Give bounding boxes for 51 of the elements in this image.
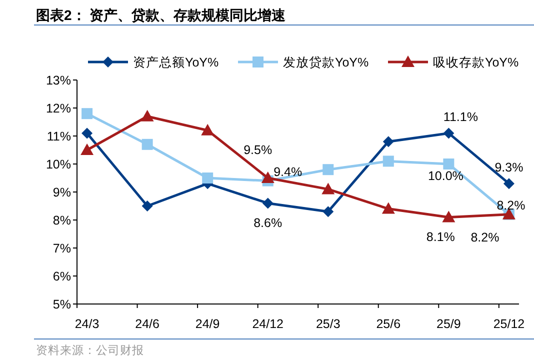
y-tick-label: 5%	[52, 298, 71, 312]
y-tick-label: 11%	[46, 130, 71, 144]
x-tick-label: 24/3	[74, 317, 100, 331]
data-label: 8.1%	[426, 230, 455, 244]
point	[142, 200, 153, 212]
text: 资料来源：公司财报	[36, 344, 144, 357]
y-tick-label: 10%	[46, 158, 71, 172]
point	[140, 110, 154, 122]
point	[382, 136, 394, 148]
x-tick-label: 24/12	[252, 317, 284, 331]
point	[322, 164, 334, 176]
point	[503, 178, 514, 190]
data-label: 9.4%	[274, 164, 302, 179]
point	[262, 198, 274, 209]
data-label: 9.3%	[494, 160, 524, 175]
point	[261, 172, 274, 183]
y-tick-label: 8%	[52, 214, 71, 228]
data-label: 8.2%	[496, 198, 526, 212]
y-tick-label: 12%	[46, 102, 71, 116]
y-tick-label: 13%	[46, 74, 71, 88]
data-label: 8.6%	[254, 216, 282, 230]
point	[142, 138, 153, 150]
legend-label: 发放贷款YoY%	[283, 56, 369, 70]
chart-title: 图表2： 资产、贷款、存款规模同比增速	[36, 7, 287, 23]
data-label: 9.5%	[244, 143, 272, 157]
x-tick-label: 25/3	[316, 317, 340, 331]
x-tick-label: 25/9	[436, 317, 461, 331]
y-tick-label: 9%	[52, 186, 71, 200]
data-label: 8.2%	[470, 230, 500, 244]
point	[443, 128, 454, 139]
point	[80, 144, 94, 155]
x-tick-label: 25/6	[376, 317, 401, 331]
point	[322, 206, 334, 218]
point	[382, 156, 394, 167]
x-tick-label: 24/6	[135, 317, 160, 331]
point	[201, 124, 214, 136]
point	[202, 172, 214, 184]
x-tick-label: 24/9	[195, 317, 220, 331]
point	[442, 210, 456, 222]
point	[382, 202, 395, 214]
legend-label: 资产总额YoY%	[133, 56, 219, 70]
point	[443, 158, 454, 170]
data-label: 10.0%	[428, 169, 464, 183]
point	[82, 108, 93, 120]
x-tick-label: 25/12	[493, 317, 525, 331]
legend-label: 吸收存款YoY%	[433, 56, 519, 70]
point	[82, 128, 93, 139]
data-label: 11.1%	[443, 110, 478, 124]
point	[322, 182, 335, 194]
y-tick-label: 7%	[52, 242, 71, 256]
y-tick-label: 6%	[52, 270, 71, 284]
